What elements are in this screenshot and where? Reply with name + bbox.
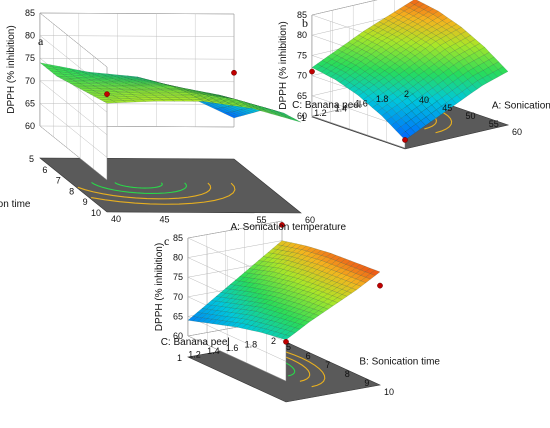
y-tick-label: 6 xyxy=(42,165,47,175)
y-tick-label: 2 xyxy=(271,336,276,346)
z-tick-label: 75 xyxy=(297,50,307,60)
design-point xyxy=(377,282,383,289)
y-tick-label: 8 xyxy=(69,186,74,196)
design-point xyxy=(231,69,237,76)
y-tick-label: 9 xyxy=(83,197,88,207)
y-axis-title: C: Banana peel xyxy=(161,337,230,348)
y-axis-title: B: Sonication time xyxy=(0,199,31,210)
y-tick-label: 1.4 xyxy=(207,346,220,356)
z-tick-label: 60 xyxy=(173,331,183,341)
y-tick-label: 1.4 xyxy=(335,103,348,113)
y-tick-label: 5 xyxy=(29,154,34,164)
design-point xyxy=(309,68,315,75)
z-tick-label: 85 xyxy=(173,233,183,243)
z-tick-label: 85 xyxy=(25,8,35,18)
wall-gridline xyxy=(39,103,235,158)
x-tick-label: 55 xyxy=(257,215,267,225)
x-tick-label: 8 xyxy=(345,369,350,379)
z-tick-label: 85 xyxy=(297,10,307,20)
x-tick-label: 10 xyxy=(384,387,394,397)
design-point xyxy=(283,338,289,345)
x-tick-label: 9 xyxy=(364,378,369,388)
panel-letter: b xyxy=(302,16,308,30)
x-tick-label: 45 xyxy=(442,103,452,113)
surface-layer xyxy=(39,0,509,345)
z-tick-label: 75 xyxy=(25,53,35,63)
x-tick-label: 60 xyxy=(512,127,522,137)
x-tick-label: 40 xyxy=(111,214,121,224)
z-tick-label: 65 xyxy=(25,98,35,108)
y-tick-label: 1 xyxy=(301,113,306,123)
x-axis-title: A: Sonication temperature xyxy=(492,101,550,112)
contour-line xyxy=(91,182,236,205)
y-tick-label: 1.8 xyxy=(376,94,389,104)
panel-letter: c xyxy=(164,234,169,248)
contour-line xyxy=(114,182,163,189)
z-axis-title: DPPH (% inhibition) xyxy=(154,243,165,331)
z-tick-label: 80 xyxy=(25,31,35,41)
z-tick-label: 75 xyxy=(173,272,183,282)
y-tick-label: 2 xyxy=(404,89,409,99)
design-point xyxy=(402,137,408,143)
x-axis-title: B: Sonication time xyxy=(359,357,440,368)
z-tick-label: 70 xyxy=(25,76,35,86)
design-point xyxy=(104,91,110,97)
x-tick-label: 60 xyxy=(305,215,315,225)
x-tick-label: 50 xyxy=(466,111,476,121)
z-tick-label: 80 xyxy=(173,253,183,263)
y-tick-label: 1 xyxy=(177,353,182,363)
floor-plane xyxy=(39,157,302,214)
x-tick-label: 6 xyxy=(306,351,311,361)
wall-gridline xyxy=(39,80,235,135)
surface-cell xyxy=(369,269,381,276)
contour-line xyxy=(77,182,212,200)
x-tick-label: 55 xyxy=(489,119,499,129)
y-tick-label: 1.8 xyxy=(245,339,258,349)
y-tick-label: 10 xyxy=(91,208,101,218)
contour-line xyxy=(91,181,188,195)
wall-gridline xyxy=(39,12,235,68)
z-tick-label: 60 xyxy=(297,111,307,121)
design-point xyxy=(279,222,285,228)
x-axis-title: A: Sonication temperature xyxy=(230,222,346,233)
y-tick-label: 1.2 xyxy=(188,350,201,360)
z-tick-label: 70 xyxy=(297,71,307,81)
x-tick-label: 45 xyxy=(160,214,170,224)
surface-cell xyxy=(497,66,509,75)
y-tick-label: 1.6 xyxy=(355,99,368,109)
wall-gridline xyxy=(39,125,235,181)
z-axis-title: DPPH (% inhibition) xyxy=(278,21,289,109)
x-tick-label: 40 xyxy=(419,95,429,105)
y-tick-label: 1.6 xyxy=(226,343,239,353)
x-tick-label: 7 xyxy=(325,360,330,370)
z-tick-label: 65 xyxy=(297,91,307,101)
panel-letter: a xyxy=(38,34,44,48)
x-tick-label: 5 xyxy=(286,342,291,352)
surface-cell xyxy=(287,117,302,123)
z-axis-title: DPPH (% inhibition) xyxy=(6,25,17,113)
y-tick-label: 7 xyxy=(56,176,61,186)
z-tick-label: 65 xyxy=(173,311,183,321)
z-tick-label: 60 xyxy=(25,121,35,131)
y-tick-label: 1.2 xyxy=(314,108,327,118)
z-tick-label: 70 xyxy=(173,292,183,302)
z-tick-label: 80 xyxy=(297,30,307,40)
wall-gridline xyxy=(39,57,235,113)
y-axis-title: C: Banana peel xyxy=(292,100,361,111)
